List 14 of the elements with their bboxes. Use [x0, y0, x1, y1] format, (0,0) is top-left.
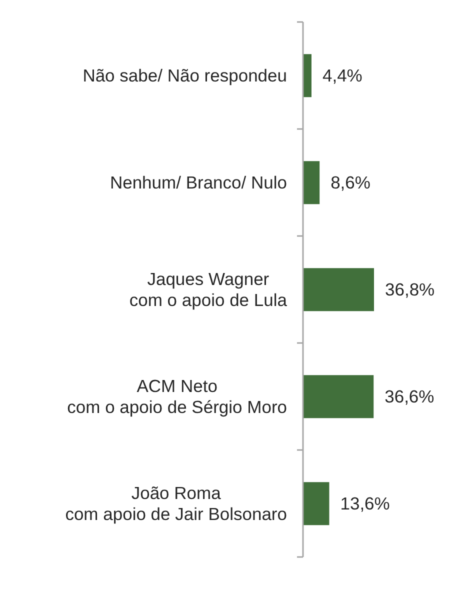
data-label: 4,4%: [322, 66, 362, 86]
y-tick-label: Jaques Wagner com o apoio de Lula: [129, 269, 288, 310]
data-label: 8,6%: [330, 172, 370, 193]
y-tick-label: Não sabe/ Não respondeu: [82, 66, 287, 86]
y-tick-label: ACM Neto com o apoio de Sérgio Moro: [67, 376, 287, 418]
data-label: 36,6%: [384, 386, 434, 407]
bar: [303, 375, 374, 418]
data-label: 36,8%: [385, 280, 435, 300]
y-tick-label: Nenhum/ Branco/ Nulo: [110, 172, 288, 193]
data-label: 13,6%: [340, 494, 390, 514]
bar: [303, 161, 320, 204]
bar: [303, 482, 330, 526]
bar: [303, 268, 374, 312]
y-tick-label: João Roma com apoio de Jair Bolsonaro: [65, 483, 287, 524]
